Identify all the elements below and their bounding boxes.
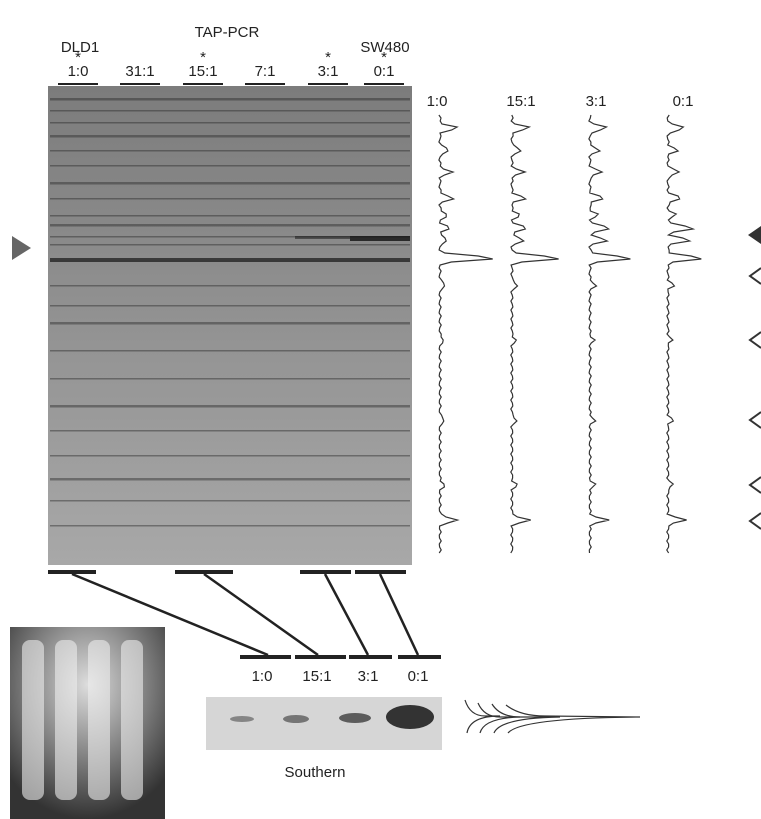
gel-band xyxy=(50,500,410,502)
trace-label: 1:0 xyxy=(427,93,448,110)
lane-marker: * xyxy=(381,49,387,66)
gel-band xyxy=(50,258,410,262)
gel-band xyxy=(50,378,410,380)
densitometry: 1:0 15:1 3:1 0:1 xyxy=(427,93,702,554)
lane-label: 3:1 xyxy=(318,63,339,80)
trace xyxy=(510,114,559,554)
trace xyxy=(438,114,493,554)
gel-band xyxy=(50,350,410,352)
gel-photo-lanes xyxy=(22,640,143,800)
gel-band xyxy=(350,236,410,241)
lane-label: 0:1 xyxy=(374,63,395,80)
gel-band xyxy=(50,182,410,185)
trace xyxy=(666,114,702,554)
southern-lane-label: 1:0 xyxy=(252,668,273,685)
southern-lane-label: 15:1 xyxy=(302,668,331,685)
gel-band xyxy=(50,430,410,432)
gel-band xyxy=(50,236,410,238)
gel xyxy=(48,86,412,565)
gel-band xyxy=(50,215,410,217)
southern-title: Southern xyxy=(285,764,346,781)
title: TAP-PCR xyxy=(195,24,260,41)
southern-bands xyxy=(230,705,434,729)
gel-band xyxy=(50,224,410,227)
trace-label: 3:1 xyxy=(586,93,607,110)
gel-band xyxy=(50,150,410,152)
southern-lane-label: 3:1 xyxy=(358,668,379,685)
lane-marker: * xyxy=(75,49,81,66)
connector-lines xyxy=(71,572,420,657)
gel-band xyxy=(50,198,410,200)
gel-band xyxy=(50,135,410,138)
lane-bars xyxy=(48,570,441,659)
gel-band xyxy=(295,236,350,239)
gel-band xyxy=(50,122,410,124)
gel-band xyxy=(50,305,410,307)
trace-label: 15:1 xyxy=(506,93,535,110)
arrow-filled xyxy=(748,226,761,244)
gel-band xyxy=(50,405,410,408)
left-label: DLD1 xyxy=(61,39,99,56)
gel-band xyxy=(50,98,410,101)
lane-marker: * xyxy=(325,49,331,66)
gel-band xyxy=(50,285,410,287)
southern-traces xyxy=(464,699,641,734)
trace xyxy=(588,114,631,554)
gel-band xyxy=(50,165,410,167)
lane-label: 31:1 xyxy=(125,63,154,80)
lane-marker: * xyxy=(200,49,206,66)
gel-band xyxy=(50,455,410,457)
lane-label: 15:1 xyxy=(188,63,217,80)
gel-band xyxy=(50,525,410,527)
arrows-open xyxy=(748,267,761,530)
southern-lane-label: 0:1 xyxy=(408,668,429,685)
gel-band xyxy=(50,322,410,325)
arrow-left xyxy=(12,236,31,260)
lane-label: 7:1 xyxy=(255,63,276,80)
gel-band xyxy=(50,478,410,481)
trace-label: 0:1 xyxy=(673,93,694,110)
gel-band xyxy=(50,110,410,112)
gel-bands xyxy=(50,98,410,527)
gel-band xyxy=(50,244,410,246)
lane-label: 1:0 xyxy=(68,63,89,80)
right-label: SW480 xyxy=(360,39,409,56)
